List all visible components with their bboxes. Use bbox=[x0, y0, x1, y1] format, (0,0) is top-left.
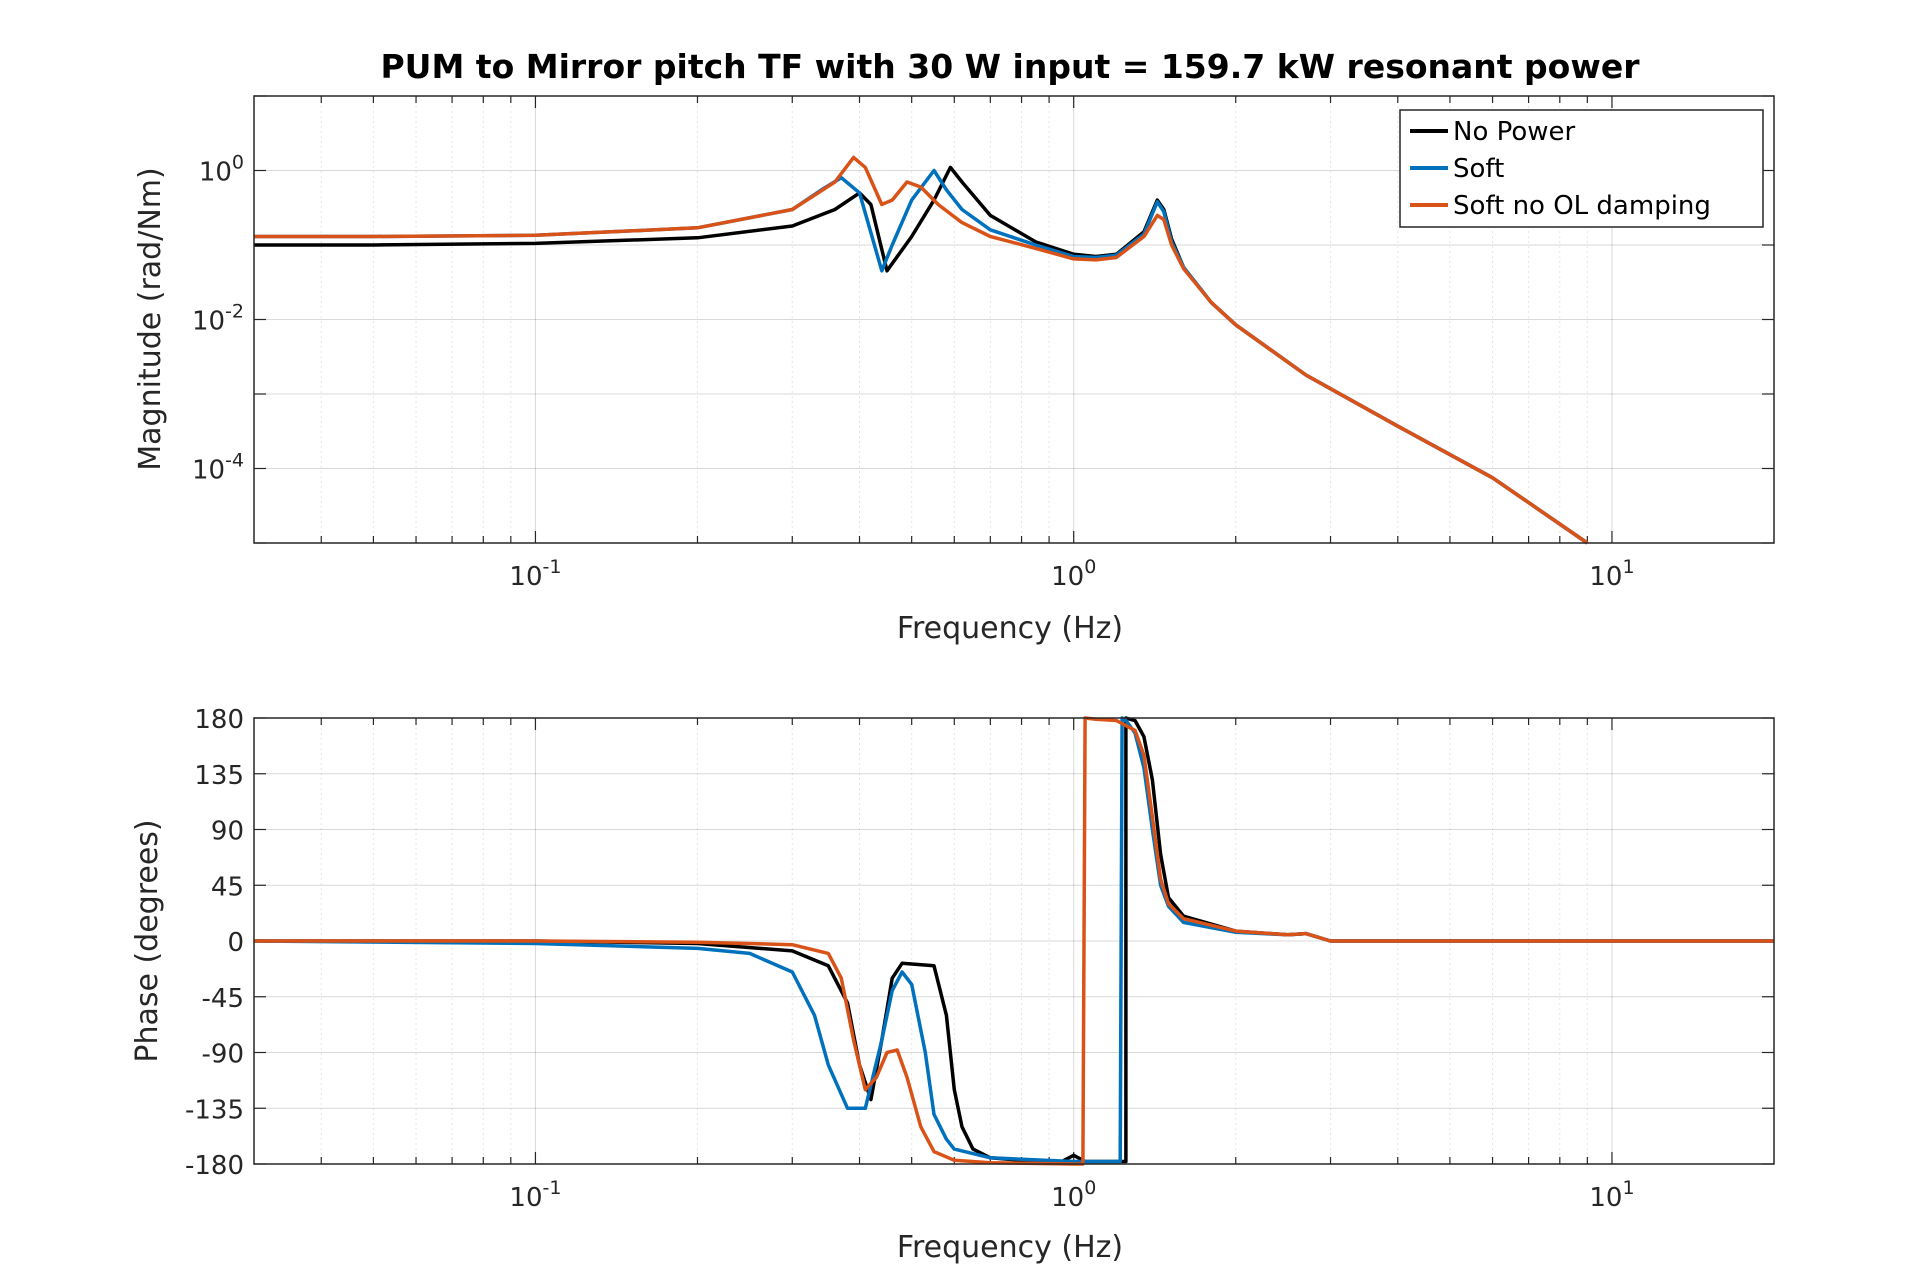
magnitude-panel: 10-1 100 101 100 10-2 10-4 Frequency (Hz) Mag… bbox=[133, 95, 1775, 646]
magnitude-x-tick-label: 100 bbox=[1051, 556, 1096, 592]
magnitude-lines bbox=[254, 155, 1589, 545]
phase-y-tick-label: 135 bbox=[194, 761, 244, 791]
legend-box bbox=[1399, 109, 1764, 228]
phase-y-tick-label: 0 bbox=[227, 928, 244, 958]
phase-y-tick-label: 90 bbox=[211, 817, 244, 847]
phase-y-tick-label: -180 bbox=[185, 1151, 244, 1181]
phase-panel: 10-1 100 101 180 135 90 45 0 -45 -90 -135 -180 Freq… bbox=[130, 705, 1775, 1265]
phase-x-tick-label: 101 bbox=[1589, 1177, 1634, 1213]
magnitude-ticks: 10-1 100 101 100 10-2 10-4 bbox=[192, 95, 1774, 592]
phase-y-tick-label: 45 bbox=[211, 872, 244, 902]
phase-x-tick-label: 100 bbox=[1051, 1177, 1096, 1213]
legend-label-soft-no-ol-damping: Soft no OL damping bbox=[1453, 191, 1711, 221]
magnitude-x-tick-label: 10-1 bbox=[509, 556, 561, 592]
magnitude-x-tick-label: 101 bbox=[1589, 556, 1634, 592]
phase-x-axis-label: Frequency (Hz) bbox=[897, 1230, 1123, 1265]
phase-ticks: 10-1 100 101 180 135 90 45 0 -45 -90 -135 -180 bbox=[185, 705, 1774, 1213]
phase-y-axis-label: Phase (degrees) bbox=[130, 819, 165, 1062]
magnitude-axes-box bbox=[253, 95, 1775, 544]
magnitude-y-tick-label: 10-2 bbox=[192, 301, 244, 337]
chart-title: PUM to Mirror pitch TF with 30 W input =… bbox=[381, 47, 1641, 86]
phase-series-soft bbox=[253, 716, 1774, 1164]
magnitude-series-soft-no-ol-damping bbox=[254, 155, 1589, 545]
magnitude-y-tick-label: 100 bbox=[199, 152, 244, 188]
legend: No Power Soft Soft no OL damping bbox=[1399, 109, 1764, 228]
legend-label-no-power: No Power bbox=[1453, 117, 1576, 147]
legend-label-soft: Soft bbox=[1453, 154, 1504, 184]
magnitude-y-tick-label: 10-4 bbox=[192, 450, 244, 486]
phase-y-tick-label: -90 bbox=[202, 1040, 244, 1070]
phase-y-tick-label: -135 bbox=[185, 1095, 244, 1125]
phase-x-tick-label: 10-1 bbox=[509, 1177, 561, 1213]
phase-y-tick-label: -45 bbox=[202, 984, 244, 1014]
magnitude-x-axis-label: Frequency (Hz) bbox=[897, 611, 1123, 646]
phase-y-tick-label: 180 bbox=[194, 705, 244, 735]
magnitude-y-axis-label: Magnitude (rad/Nm) bbox=[133, 167, 168, 470]
phase-axes-box bbox=[253, 717, 1775, 1165]
